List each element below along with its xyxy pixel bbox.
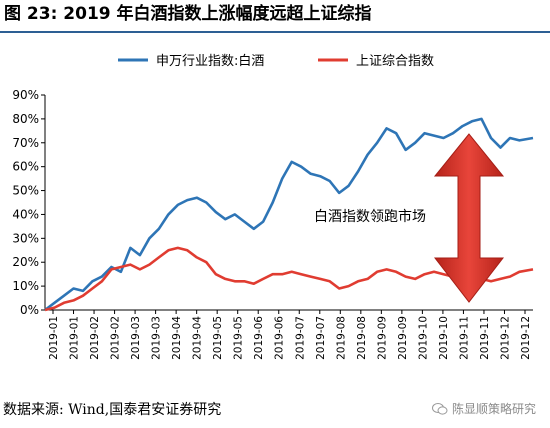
x-tick-label: 2019-12	[520, 316, 532, 360]
x-tick-label: 2019-05	[212, 316, 224, 360]
wechat-icon	[431, 402, 448, 415]
y-tick-label: 70%	[12, 136, 39, 150]
x-tick-label: 2019-04	[171, 316, 183, 360]
chart-legend: 申万行业指数:白酒 上证综合指数	[118, 53, 434, 69]
x-tick-label: 2019-11	[458, 316, 470, 360]
x-tick-label: 2019-04	[192, 316, 204, 360]
y-tick-label: 80%	[12, 112, 39, 126]
title-divider	[0, 31, 550, 33]
x-tick-label: 2019-10	[417, 316, 429, 360]
chart: 申万行业指数:白酒 上证综合指数 0% 10% 20% 30% 40% 50% 60% 70% 8…	[12, 53, 534, 360]
y-tick-label: 60%	[12, 160, 39, 174]
x-tick-label: 2019-09	[376, 316, 388, 360]
x-tick-label: 2019-10	[438, 316, 450, 360]
x-tick-label: 2019-07	[294, 316, 306, 360]
x-tick-label: 2019-02	[110, 316, 122, 360]
x-tick-label: 2019-03	[151, 316, 163, 360]
legend-label: 上证综合指数	[356, 54, 434, 69]
y-tick-label: 30%	[12, 231, 39, 245]
x-tick-label: 2019-01	[48, 316, 60, 360]
chart-axes: 0% 10% 20% 30% 40% 50% 60% 70% 80% 90% 2019-01 2019…	[12, 88, 533, 360]
x-tick-label: 2019-02	[89, 316, 101, 360]
x-tick-label: 2019-11	[479, 316, 491, 360]
series-line-baijiu	[44, 117, 534, 312]
legend-label: 申万行业指数:白酒	[156, 53, 264, 69]
x-tick-label: 2019-01	[69, 316, 81, 360]
double-arrow-shape	[433, 133, 505, 303]
x-tick-label: 2019-05	[233, 316, 245, 360]
x-tick-label: 2019-03	[130, 316, 142, 360]
y-tick-label: 90%	[12, 88, 39, 102]
y-tick-label: 20%	[12, 255, 39, 269]
x-tick-label: 2019-12	[499, 316, 511, 360]
x-tick-label: 2019-08	[335, 316, 347, 360]
watermark-text: 陈显顺策略研究	[451, 402, 536, 416]
figure-title: 图 23: 2019 年白酒指数上涨幅度远超上证综指	[4, 4, 372, 24]
y-tick-label: 50%	[12, 184, 39, 198]
chart-annotation: 白酒指数领跑市场	[314, 208, 426, 225]
x-tick-label: 2019-09	[397, 316, 409, 360]
x-tick-label: 2019-07	[315, 316, 327, 360]
x-tick-label: 2019-06	[253, 316, 265, 360]
x-tick-label: 2019-06	[274, 316, 286, 360]
source-note: 数据来源: Wind,国泰君安证券研究	[3, 402, 222, 418]
y-tick-label: 40%	[12, 207, 39, 221]
y-tick-label: 10%	[12, 279, 39, 293]
watermark: 陈显顺策略研究	[431, 400, 536, 417]
x-tick-label: 2019-08	[356, 316, 368, 360]
y-tick-label: 0%	[20, 303, 39, 317]
